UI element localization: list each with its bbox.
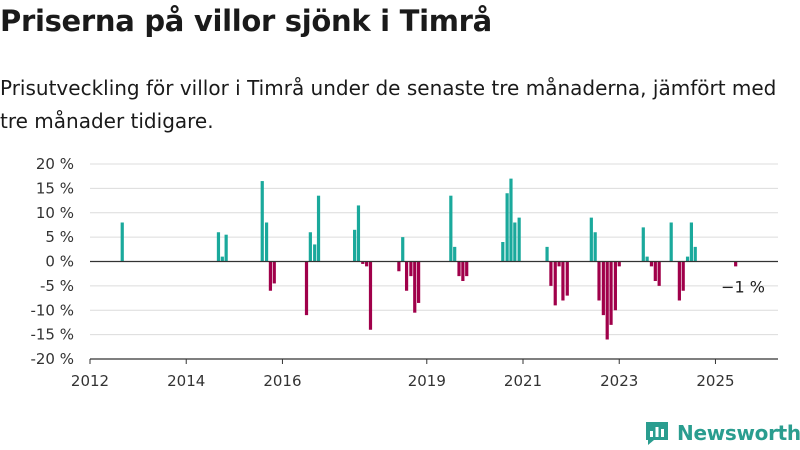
x-tick-label: 2019 (408, 372, 446, 390)
bar (685, 256, 690, 262)
y-tick-label: -5 % (40, 277, 74, 295)
bar (681, 261, 685, 291)
bar (365, 261, 369, 267)
bar (216, 232, 221, 262)
bar (353, 229, 357, 262)
bar (645, 256, 649, 262)
bar (417, 261, 421, 303)
x-tick-label: 2023 (600, 372, 638, 390)
bar (565, 261, 569, 296)
bar (601, 261, 605, 316)
bar (449, 195, 453, 262)
bar (613, 261, 617, 311)
y-tick-label: 10 % (36, 204, 74, 222)
bar (260, 181, 264, 262)
y-tick-label: -10 % (30, 301, 74, 319)
bar (669, 222, 673, 262)
y-tick-label: 0 % (45, 253, 74, 271)
x-tick-label: 2012 (71, 372, 109, 390)
bar (589, 217, 593, 262)
bar (308, 232, 312, 262)
bar (401, 237, 405, 262)
bar (409, 261, 413, 277)
bar (505, 193, 509, 262)
bar (397, 261, 401, 272)
bar (404, 261, 409, 291)
bar (413, 261, 417, 313)
bar (597, 261, 601, 301)
bar (649, 261, 654, 267)
chart-title: Priserna på villor sjönk i Timrå (0, 4, 492, 38)
bar (501, 242, 505, 262)
bar (549, 261, 553, 286)
x-tick-label: 2021 (504, 372, 542, 390)
bar (453, 246, 457, 262)
bar (593, 232, 597, 262)
bar (224, 234, 228, 262)
y-tick-label: 15 % (36, 179, 74, 197)
bar (316, 195, 321, 262)
chart-subtitle: Prisutveckling för villor i Timrå under … (0, 76, 777, 133)
bar (517, 217, 521, 262)
bar (653, 261, 657, 281)
bar (120, 222, 124, 262)
brand-name: Newsworthy (677, 421, 800, 445)
y-tick-label: 5 % (45, 228, 74, 246)
bar (513, 222, 517, 262)
bar (617, 261, 621, 267)
bar (693, 246, 697, 262)
price-change-bar-chart: -20 % -15 % -10 % -5 % 0 % 5 % 10 % 15 % 20 % 201… (30, 155, 778, 390)
bar (457, 261, 461, 277)
y-tick-label: -20 % (30, 350, 74, 368)
bar (368, 261, 373, 330)
last-value-label: −1 % (721, 277, 765, 296)
bar (641, 227, 645, 262)
bar (272, 261, 276, 284)
bar (465, 261, 469, 277)
bar (361, 261, 365, 264)
bar (509, 178, 513, 262)
bar (264, 222, 269, 262)
bar (605, 261, 609, 340)
bar (304, 261, 309, 316)
bar (545, 246, 549, 262)
x-tick-label: 2016 (263, 372, 301, 390)
bar (356, 205, 361, 262)
bar (609, 261, 613, 325)
bar (220, 256, 224, 262)
bar-chart-logo-icon (646, 422, 668, 445)
bar (313, 244, 317, 262)
bar (689, 222, 693, 262)
bar (677, 261, 681, 301)
bar (557, 261, 561, 267)
x-tick-label: 2014 (167, 372, 205, 390)
y-tick-label: 20 % (36, 155, 74, 173)
bar (268, 261, 273, 291)
bar (657, 261, 661, 286)
y-tick-label: -15 % (30, 326, 74, 344)
brand-logo: Newsworthy (644, 418, 800, 448)
bar (553, 261, 557, 306)
bar (734, 261, 738, 267)
bar (461, 261, 465, 281)
bar (561, 261, 565, 301)
x-tick-label: 2025 (696, 372, 734, 390)
